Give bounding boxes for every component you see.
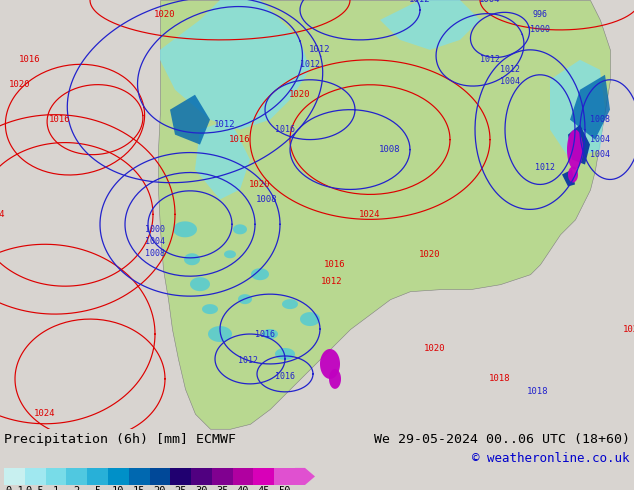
Text: 1018: 1018 [489,374,511,383]
Bar [129,468,150,485]
Text: 1016: 1016 [255,330,275,339]
Text: 1012: 1012 [309,46,331,54]
Text: 1020: 1020 [419,250,441,259]
Text: 1008: 1008 [256,195,278,204]
Text: 1016: 1016 [324,260,346,269]
Text: 1: 1 [53,487,59,490]
Text: 1016: 1016 [19,55,41,64]
Bar [233,468,254,485]
Text: 15: 15 [133,487,145,490]
Text: Precipitation (6h) [mm] ECMWF: Precipitation (6h) [mm] ECMWF [4,433,236,446]
Text: 20: 20 [153,487,166,490]
Text: We 29-05-2024 00..06 UTC (18+60): We 29-05-2024 00..06 UTC (18+60) [374,433,630,446]
Text: 1020: 1020 [10,80,31,89]
Bar [67,468,87,485]
Text: 996: 996 [533,10,548,20]
Text: 25: 25 [174,487,187,490]
Bar [150,468,171,485]
Text: 1004: 1004 [590,150,610,159]
FancyArrow shape [295,468,315,485]
Bar [46,468,67,485]
Text: 1012: 1012 [500,65,520,74]
Text: 1012: 1012 [535,163,555,172]
Text: 10: 10 [112,487,124,490]
Text: 40: 40 [236,487,249,490]
Text: 1004: 1004 [145,237,165,246]
Text: 1012: 1012 [214,120,236,129]
Text: 1000: 1000 [530,25,550,34]
Text: 0.5: 0.5 [26,487,44,490]
Text: 1012: 1012 [480,55,500,64]
Text: 35: 35 [216,487,228,490]
Text: 1004: 1004 [479,0,501,4]
Bar [108,468,129,485]
Text: 1024: 1024 [34,409,56,418]
Text: 1020: 1020 [289,90,311,99]
Text: 0.1: 0.1 [5,487,23,490]
Bar [87,468,108,485]
Text: 1012: 1012 [300,60,320,69]
Text: 5: 5 [94,487,101,490]
Text: 1020: 1020 [424,344,446,353]
Text: 1012: 1012 [238,356,258,366]
Text: 1016: 1016 [49,115,71,124]
Text: 1016: 1016 [230,135,251,144]
Bar [4,468,25,485]
Text: 1016: 1016 [275,372,295,381]
Text: 1024: 1024 [359,210,381,219]
Text: 1016: 1016 [275,125,295,134]
Text: 1004: 1004 [500,77,520,86]
Bar [212,468,233,485]
Text: 45: 45 [257,487,270,490]
Text: 1020: 1020 [249,180,271,189]
Text: 30: 30 [195,487,208,490]
Text: 1024: 1024 [0,210,6,219]
Text: 50: 50 [278,487,291,490]
Bar [254,468,275,485]
Text: 1012: 1012 [321,277,343,286]
Text: 1008: 1008 [145,249,165,258]
Text: 1000: 1000 [145,225,165,234]
Bar [25,468,46,485]
Text: 1008: 1008 [590,115,610,124]
Text: 1004: 1004 [590,135,610,144]
Text: 1020: 1020 [154,10,176,20]
Text: 2: 2 [74,487,80,490]
Text: © weatheronline.co.uk: © weatheronline.co.uk [472,452,630,465]
Bar [191,468,212,485]
Text: 1020: 1020 [623,324,634,334]
Bar [171,468,191,485]
Bar [275,468,295,485]
Text: 1012: 1012 [410,0,430,4]
Text: 1018: 1018 [527,388,549,396]
Text: 1008: 1008 [379,145,401,154]
